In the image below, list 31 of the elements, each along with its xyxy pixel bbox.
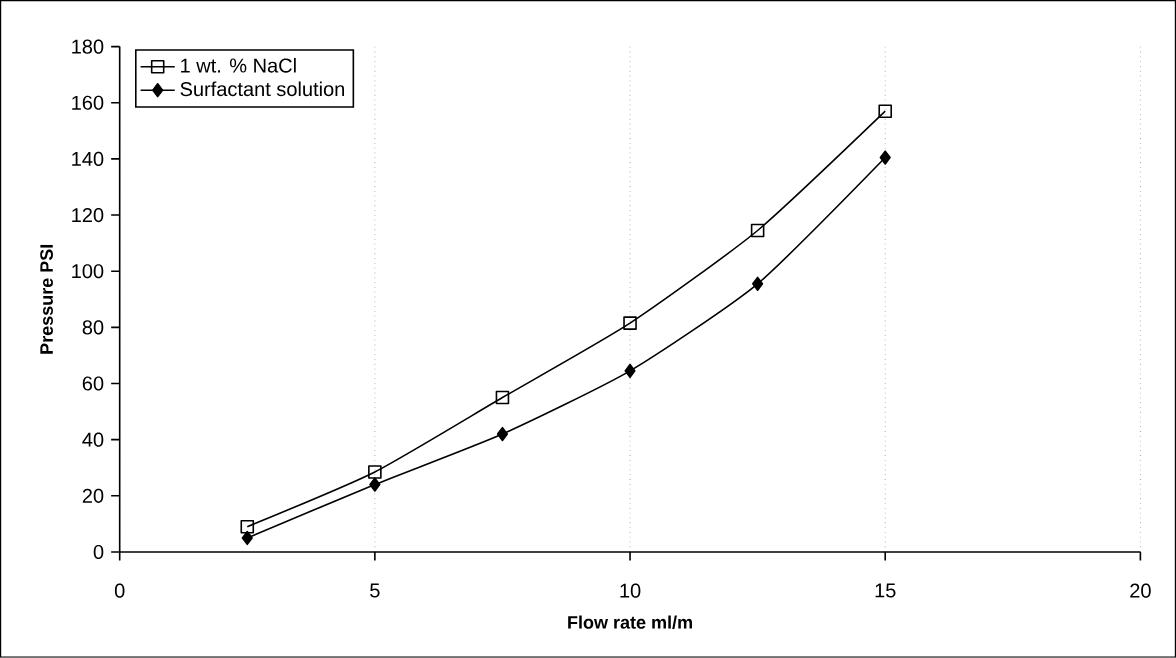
- point: [496, 427, 509, 442]
- y-axis-title: Pressure PSI: [40, 245, 53, 354]
- point: [495, 390, 510, 405]
- point: [369, 477, 381, 492]
- x-axis-title: Flow rate ml/m: [568, 615, 692, 630]
- x-tick-label: 20: [1130, 583, 1151, 598]
- point: [240, 520, 255, 534]
- y-tick-label: 40: [82, 432, 104, 447]
- x-tick-label: 0: [114, 583, 125, 598]
- x-tick-label: 10: [620, 583, 641, 598]
- x-tick-label: 15: [875, 583, 896, 598]
- point: [623, 316, 637, 331]
- y-tick-label: 160: [72, 95, 104, 111]
- y-tick-label: 80: [82, 320, 104, 335]
- y-tick-label: 140: [72, 152, 104, 167]
- y-tick-label: 20: [82, 488, 104, 504]
- point: [879, 150, 891, 165]
- y-tick-label: 60: [82, 376, 104, 391]
- y-tick-label: 180: [72, 39, 104, 54]
- y-tick-label: 0: [93, 545, 104, 560]
- legend-label: 1 wt. % NaCl: [181, 58, 296, 73]
- y-tick-label: 100: [72, 264, 104, 279]
- point: [241, 530, 253, 546]
- point: [752, 276, 764, 292]
- point: [368, 465, 382, 479]
- point: [878, 104, 893, 119]
- legend-label: Surfactant solution: [180, 81, 344, 97]
- x-tick-label: 5: [370, 583, 380, 598]
- y-tick-label: 120: [72, 208, 104, 223]
- point: [750, 223, 765, 238]
- point: [624, 363, 636, 379]
